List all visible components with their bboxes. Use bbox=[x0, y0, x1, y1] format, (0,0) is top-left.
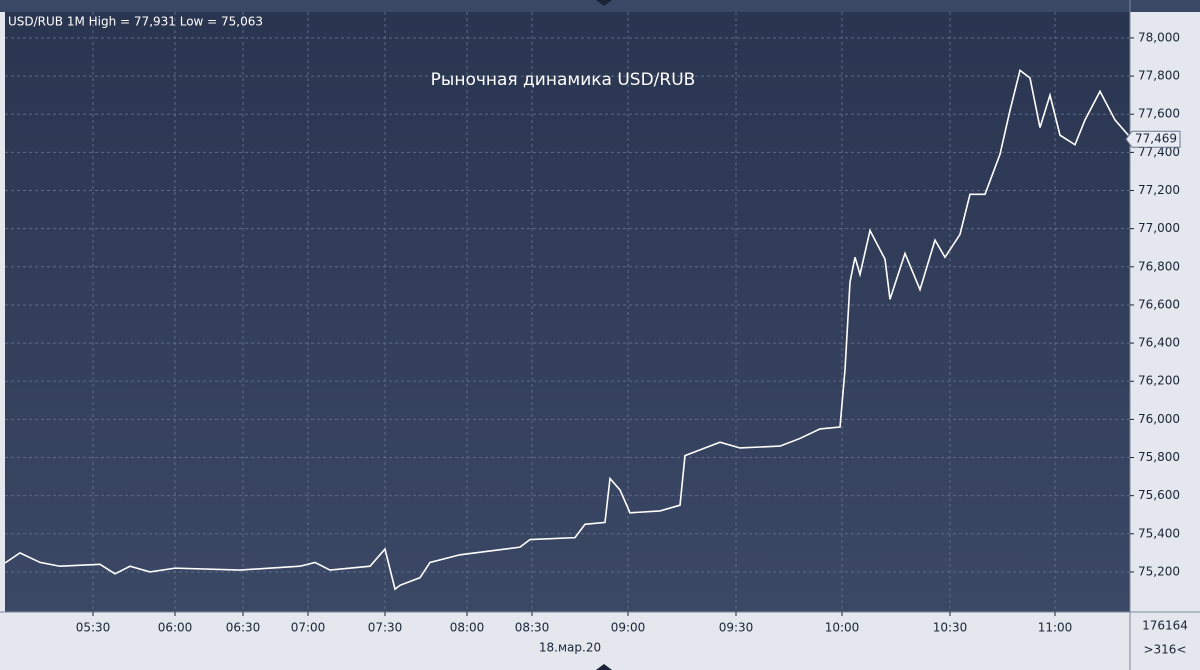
x-tick-label: 10:30 bbox=[933, 621, 968, 635]
last-price-box bbox=[1125, 130, 1181, 148]
y-tick-label: 75,800 bbox=[1138, 450, 1180, 464]
y-tick-label: 77,400 bbox=[1138, 145, 1180, 159]
handle bbox=[596, 664, 612, 670]
y-tick-label: 77,200 bbox=[1138, 183, 1180, 197]
y-tick-label: 77,000 bbox=[1138, 221, 1180, 235]
y-tick-label: 76,400 bbox=[1138, 336, 1180, 350]
handle bbox=[596, 0, 612, 6]
x-tick-label: 08:30 bbox=[515, 621, 550, 635]
x-tick-label: 07:30 bbox=[368, 621, 403, 635]
top-strip bbox=[0, 0, 1200, 12]
x-tick-label: 09:30 bbox=[719, 621, 754, 635]
y-tick-label: 75,400 bbox=[1138, 526, 1180, 540]
plot-area bbox=[5, 12, 1130, 612]
volume-label: 176164 bbox=[1142, 619, 1188, 633]
x-tick-label: 10:00 bbox=[825, 621, 860, 635]
date-label: 18.мар.20 bbox=[539, 641, 601, 655]
chart-title: Рыночная динамика USD/RUB bbox=[431, 70, 696, 90]
x-tick-label: 07:00 bbox=[291, 621, 326, 635]
marks bbox=[4, 68, 1131, 591]
x-tick-label: 06:30 bbox=[226, 621, 261, 635]
y-tick-label: 76,000 bbox=[1138, 412, 1180, 426]
y-tick-label: 76,600 bbox=[1138, 297, 1180, 311]
x-tick-label: 09:00 bbox=[611, 621, 646, 635]
y-tick-label: 77,800 bbox=[1138, 69, 1180, 83]
y-tick-label: 77,600 bbox=[1138, 107, 1180, 121]
header: USD/RUB 1M High = 77,931 Low = 75,063 bbox=[8, 15, 263, 29]
x-tick-label: 06:00 bbox=[158, 621, 193, 635]
y-tick-label: 75,200 bbox=[1138, 564, 1180, 578]
x-tick-label: 08:00 bbox=[450, 621, 485, 635]
bars-label: >316< bbox=[1143, 643, 1186, 657]
grid bbox=[5, 12, 1130, 612]
y-tick-label: 76,200 bbox=[1138, 374, 1180, 388]
x-tick-label: 11:00 bbox=[1038, 621, 1073, 635]
y-tick-label: 75,600 bbox=[1138, 488, 1180, 502]
last-price-label: 77,469 bbox=[1135, 132, 1177, 146]
y-tick-label: 78,000 bbox=[1138, 30, 1180, 44]
y-tick-label: 76,800 bbox=[1138, 259, 1180, 273]
x-tick-label: 05:30 bbox=[76, 621, 111, 635]
price-line bbox=[4, 68, 1131, 591]
